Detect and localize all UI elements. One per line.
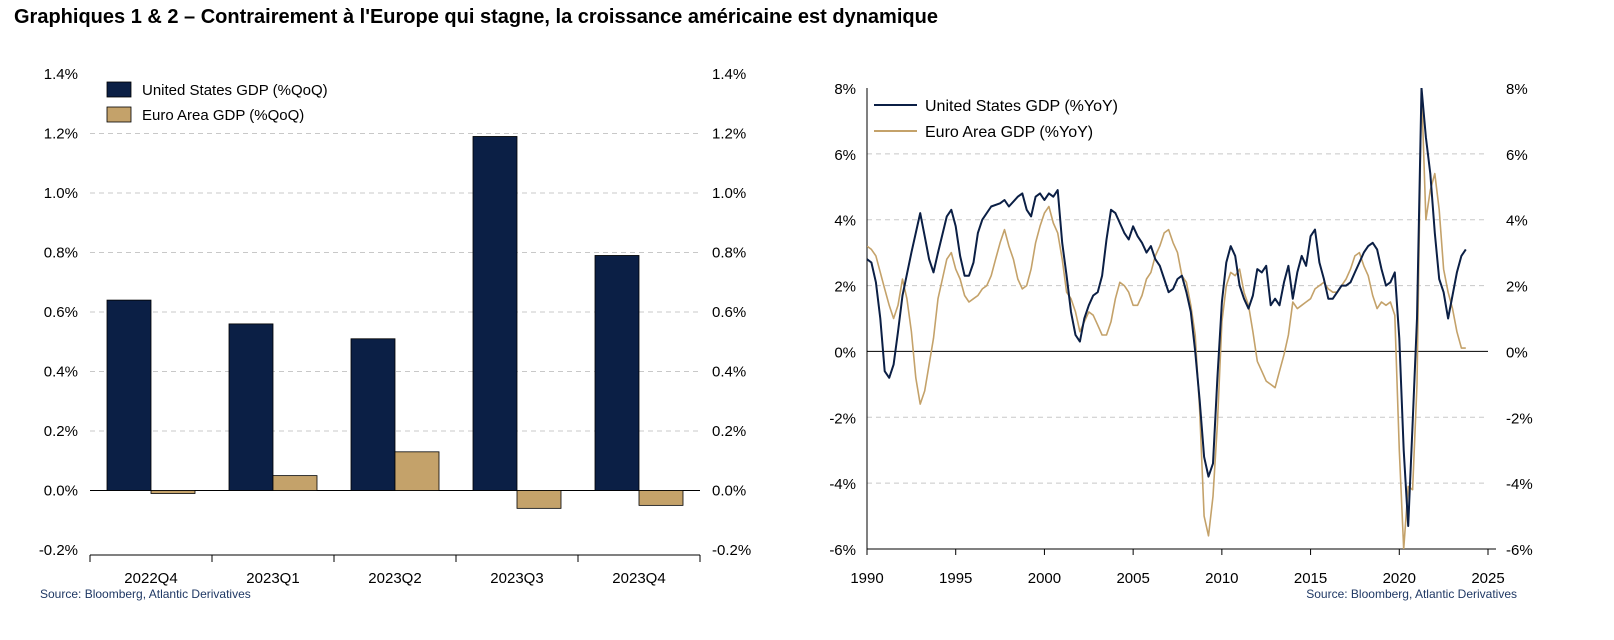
series-line-euro-gdp-yoy bbox=[867, 88, 1466, 549]
y-tick-label-right: 6% bbox=[1506, 147, 1528, 164]
x-tick-label: 2022Q4 bbox=[124, 570, 177, 587]
legend-label: United States GDP (%QoQ) bbox=[142, 82, 328, 99]
y-tick-label-left: 0.2% bbox=[44, 423, 78, 440]
y-tick-label-left: 0% bbox=[834, 344, 856, 361]
x-tick-label: 2005 bbox=[1116, 570, 1149, 587]
y-tick-label-right: 0% bbox=[1506, 344, 1528, 361]
x-tick-label: 2020 bbox=[1383, 570, 1416, 587]
page-title: Graphiques 1 & 2 – Contrairement à l'Eur… bbox=[14, 6, 938, 28]
legend-swatch bbox=[106, 106, 132, 123]
y-tick-label-left: 4% bbox=[834, 213, 856, 230]
bar-euro-2023q4 bbox=[638, 490, 684, 506]
y-tick-label-right: 0.8% bbox=[712, 245, 746, 262]
legend-label: Euro Area GDP (%YoY) bbox=[925, 124, 1093, 141]
y-tick-label-right: -4% bbox=[1506, 476, 1533, 493]
bar-us-2022q4 bbox=[106, 299, 152, 491]
source-note: Source: Bloomberg, Atlantic Derivatives bbox=[40, 587, 251, 601]
y-tick-label-right: 4% bbox=[1506, 213, 1528, 230]
y-tick-label-left: 1.2% bbox=[44, 126, 78, 143]
y-tick-label-right: -6% bbox=[1506, 542, 1533, 559]
y-tick-label-right: 1.0% bbox=[712, 185, 746, 202]
y-tick-label-left: -4% bbox=[829, 476, 856, 493]
x-tick-label: 1990 bbox=[850, 570, 883, 587]
bar-us-2023q2 bbox=[350, 338, 396, 491]
legend-swatch bbox=[106, 81, 132, 98]
y-tick-label-left: 1.4% bbox=[44, 66, 78, 83]
y-tick-label-left: 1.0% bbox=[44, 185, 78, 202]
source-note: Source: Bloomberg, Atlantic Derivatives bbox=[1306, 587, 1517, 601]
bar-euro-2023q3 bbox=[516, 490, 562, 509]
y-tick-label-right: 1.4% bbox=[712, 66, 746, 83]
x-tick-label: 2015 bbox=[1294, 570, 1327, 587]
y-tick-label-left: 0.4% bbox=[44, 364, 78, 381]
y-tick-label-right: 2% bbox=[1506, 279, 1528, 296]
x-tick-label: 2023Q2 bbox=[368, 570, 421, 587]
y-tick-label-right: 0.2% bbox=[712, 423, 746, 440]
bar-chart-gdp-qoq: -0.2% -0.2% 0.0% 0.0% 0.2% 0.2% 0.4% 0.4% 0.6% 0.… bbox=[39, 66, 751, 601]
bar-euro-2023q1 bbox=[272, 475, 318, 491]
y-tick-label-right: 8% bbox=[1506, 81, 1528, 98]
y-tick-label-left: 0.6% bbox=[44, 304, 78, 321]
y-tick-label-right: 0.0% bbox=[712, 483, 746, 500]
y-tick-label-left: 8% bbox=[834, 81, 856, 98]
x-tick-label: 1995 bbox=[939, 570, 972, 587]
y-tick-label-right: -2% bbox=[1506, 410, 1533, 427]
legend-label: Euro Area GDP (%QoQ) bbox=[142, 107, 304, 124]
bar-euro-2022q4 bbox=[150, 490, 196, 494]
y-tick-label-left: 0.0% bbox=[44, 483, 78, 500]
y-tick-label-left: 2% bbox=[834, 279, 856, 296]
bar-us-2023q3 bbox=[472, 136, 518, 491]
y-tick-label-left: -2% bbox=[829, 410, 856, 427]
y-tick-label-right: 0.6% bbox=[712, 304, 746, 321]
x-tick-label: 2025 bbox=[1471, 570, 1504, 587]
series-line-us-gdp-yoy bbox=[867, 88, 1467, 527]
y-tick-label-right: -0.2% bbox=[712, 542, 751, 559]
y-tick-label-left: 6% bbox=[834, 147, 856, 164]
legend: United States GDP (%YoY) Euro Area GDP (%… bbox=[874, 98, 1118, 141]
x-tick-label: 2000 bbox=[1028, 570, 1061, 587]
legend: United States GDP (%QoQ) Euro Area GDP (%… bbox=[106, 81, 328, 124]
x-tick-label: 2023Q1 bbox=[246, 570, 299, 587]
legend-label: United States GDP (%YoY) bbox=[925, 98, 1118, 115]
y-tick-label-left: 0.8% bbox=[44, 245, 78, 262]
y-tick-label-right: 1.2% bbox=[712, 126, 746, 143]
x-tick-label: 2023Q3 bbox=[490, 570, 543, 587]
x-tick-label: 2010 bbox=[1205, 570, 1238, 587]
bar-euro-2023q2 bbox=[394, 451, 440, 491]
bar-us-2023q4 bbox=[594, 255, 640, 491]
y-tick-label-left: -6% bbox=[829, 542, 856, 559]
bar-us-2023q1 bbox=[228, 323, 274, 491]
y-tick-label-right: 0.4% bbox=[712, 364, 746, 381]
x-tick-label: 2023Q4 bbox=[612, 570, 665, 587]
y-tick-label-left: -0.2% bbox=[39, 542, 78, 559]
